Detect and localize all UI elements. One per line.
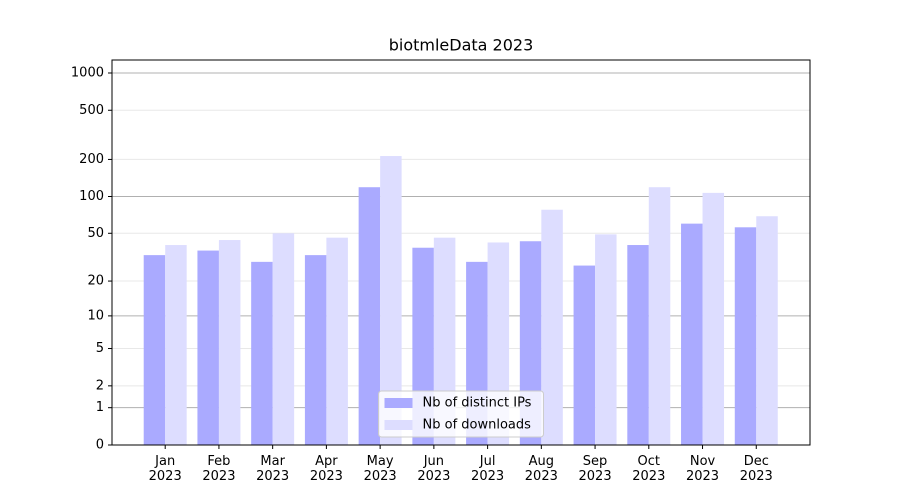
bar (756, 216, 778, 445)
y-tick-label: 20 (87, 274, 104, 289)
bar (573, 265, 596, 445)
bar (304, 255, 327, 445)
x-tick-label: Nov 2023 (686, 454, 719, 484)
bar (218, 240, 241, 445)
bar (380, 156, 402, 446)
x-tick-label: Feb 2023 (202, 454, 235, 484)
y-tick-label: 2 (96, 378, 104, 393)
x-tick-label: Jun 2023 (417, 454, 450, 484)
bar (197, 250, 219, 445)
legend-box (378, 390, 544, 438)
bar (681, 223, 703, 445)
x-tick-label: Jul 2023 (471, 454, 504, 484)
x-tick-label: Mar 2023 (256, 454, 289, 484)
legend-label: Nb of distinct IPs (423, 396, 532, 411)
x-tick-label: May 2023 (364, 454, 397, 484)
bar (358, 187, 381, 445)
legend-swatch (384, 398, 413, 408)
x-tick-label: Oct 2023 (632, 454, 665, 484)
legend-swatch (384, 420, 413, 430)
bar (734, 227, 757, 445)
x-tick-label: Jan 2023 (149, 454, 182, 484)
y-tick-label: 100 (79, 189, 104, 204)
bar (648, 187, 671, 445)
bar (702, 192, 725, 445)
y-tick-label: 0 (96, 438, 104, 453)
y-tick-label: 200 (79, 152, 104, 167)
plot-frame (111, 59, 811, 446)
bar (143, 255, 166, 445)
bar (627, 245, 649, 445)
chart-title: biotmleData 2023 (389, 36, 534, 55)
y-tick-label: 50 (87, 226, 104, 241)
x-tick-label: Apr 2023 (310, 454, 343, 484)
legend-label: Nb of downloads (423, 418, 532, 433)
x-tick-label: Dec 2023 (740, 454, 773, 484)
y-tick-label: 5 (96, 341, 104, 356)
bar (272, 233, 295, 445)
bar (165, 245, 187, 445)
y-tick-label: 10 (87, 308, 104, 323)
y-tick-label: 500 (79, 103, 104, 118)
x-tick-label: Sep 2023 (579, 454, 612, 484)
y-tick-label: 1000 (71, 65, 104, 80)
bar (595, 234, 617, 445)
bar (251, 261, 273, 445)
x-tick-label: Aug 2023 (525, 454, 558, 484)
bar (326, 237, 348, 445)
bar (541, 209, 563, 445)
y-tick-label: 1 (96, 400, 104, 415)
